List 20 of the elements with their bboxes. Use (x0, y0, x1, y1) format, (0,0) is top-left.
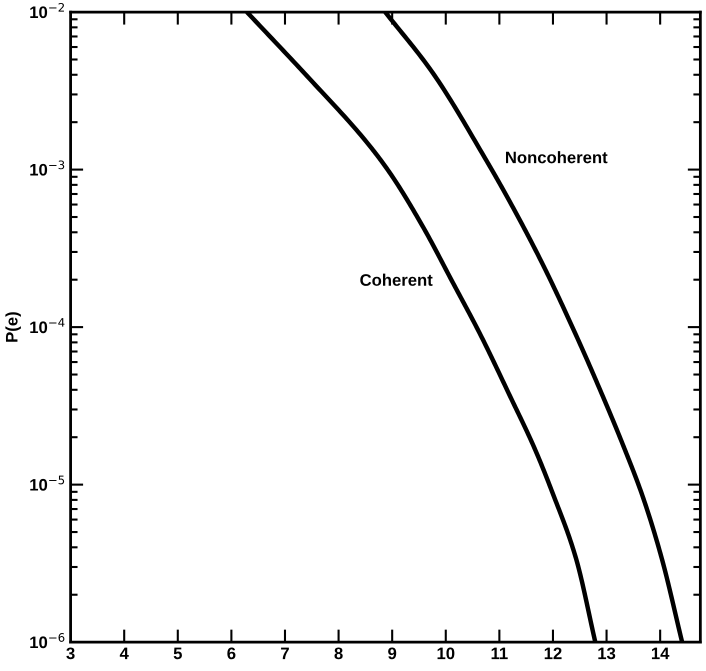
y-axis-title: P(e) (5, 312, 21, 342)
x-tick-label: 10 (438, 647, 454, 660)
x-tick-label: 14 (652, 648, 670, 660)
x-tick-label: 6 (227, 647, 236, 660)
series-label: Noncoherent (506, 151, 608, 164)
x-tick-label: 9 (388, 647, 396, 660)
x-tick-label: 4 (120, 648, 129, 660)
x-tick-label: 5 (174, 648, 182, 660)
x-tick-label: 8 (334, 647, 343, 660)
y-tick-label: 10$^{−5}$ (30, 476, 64, 491)
x-tick-label: 7 (281, 648, 289, 660)
x-tick-label: 12 (544, 647, 562, 660)
y-tick-label: 10$^{−6}$ (30, 633, 64, 648)
x-tick-label: 3 (66, 647, 75, 660)
y-tick-label: 10$^{−3}$ (30, 160, 64, 176)
x-tick-label: 11 (492, 648, 508, 660)
y-tick-label: 10$^{−4}$ (30, 318, 64, 334)
y-tick-label: 10$^{−2}$ (30, 2, 64, 18)
x-tick-label: 13 (598, 647, 616, 660)
series-label: Coherent (360, 274, 433, 286)
